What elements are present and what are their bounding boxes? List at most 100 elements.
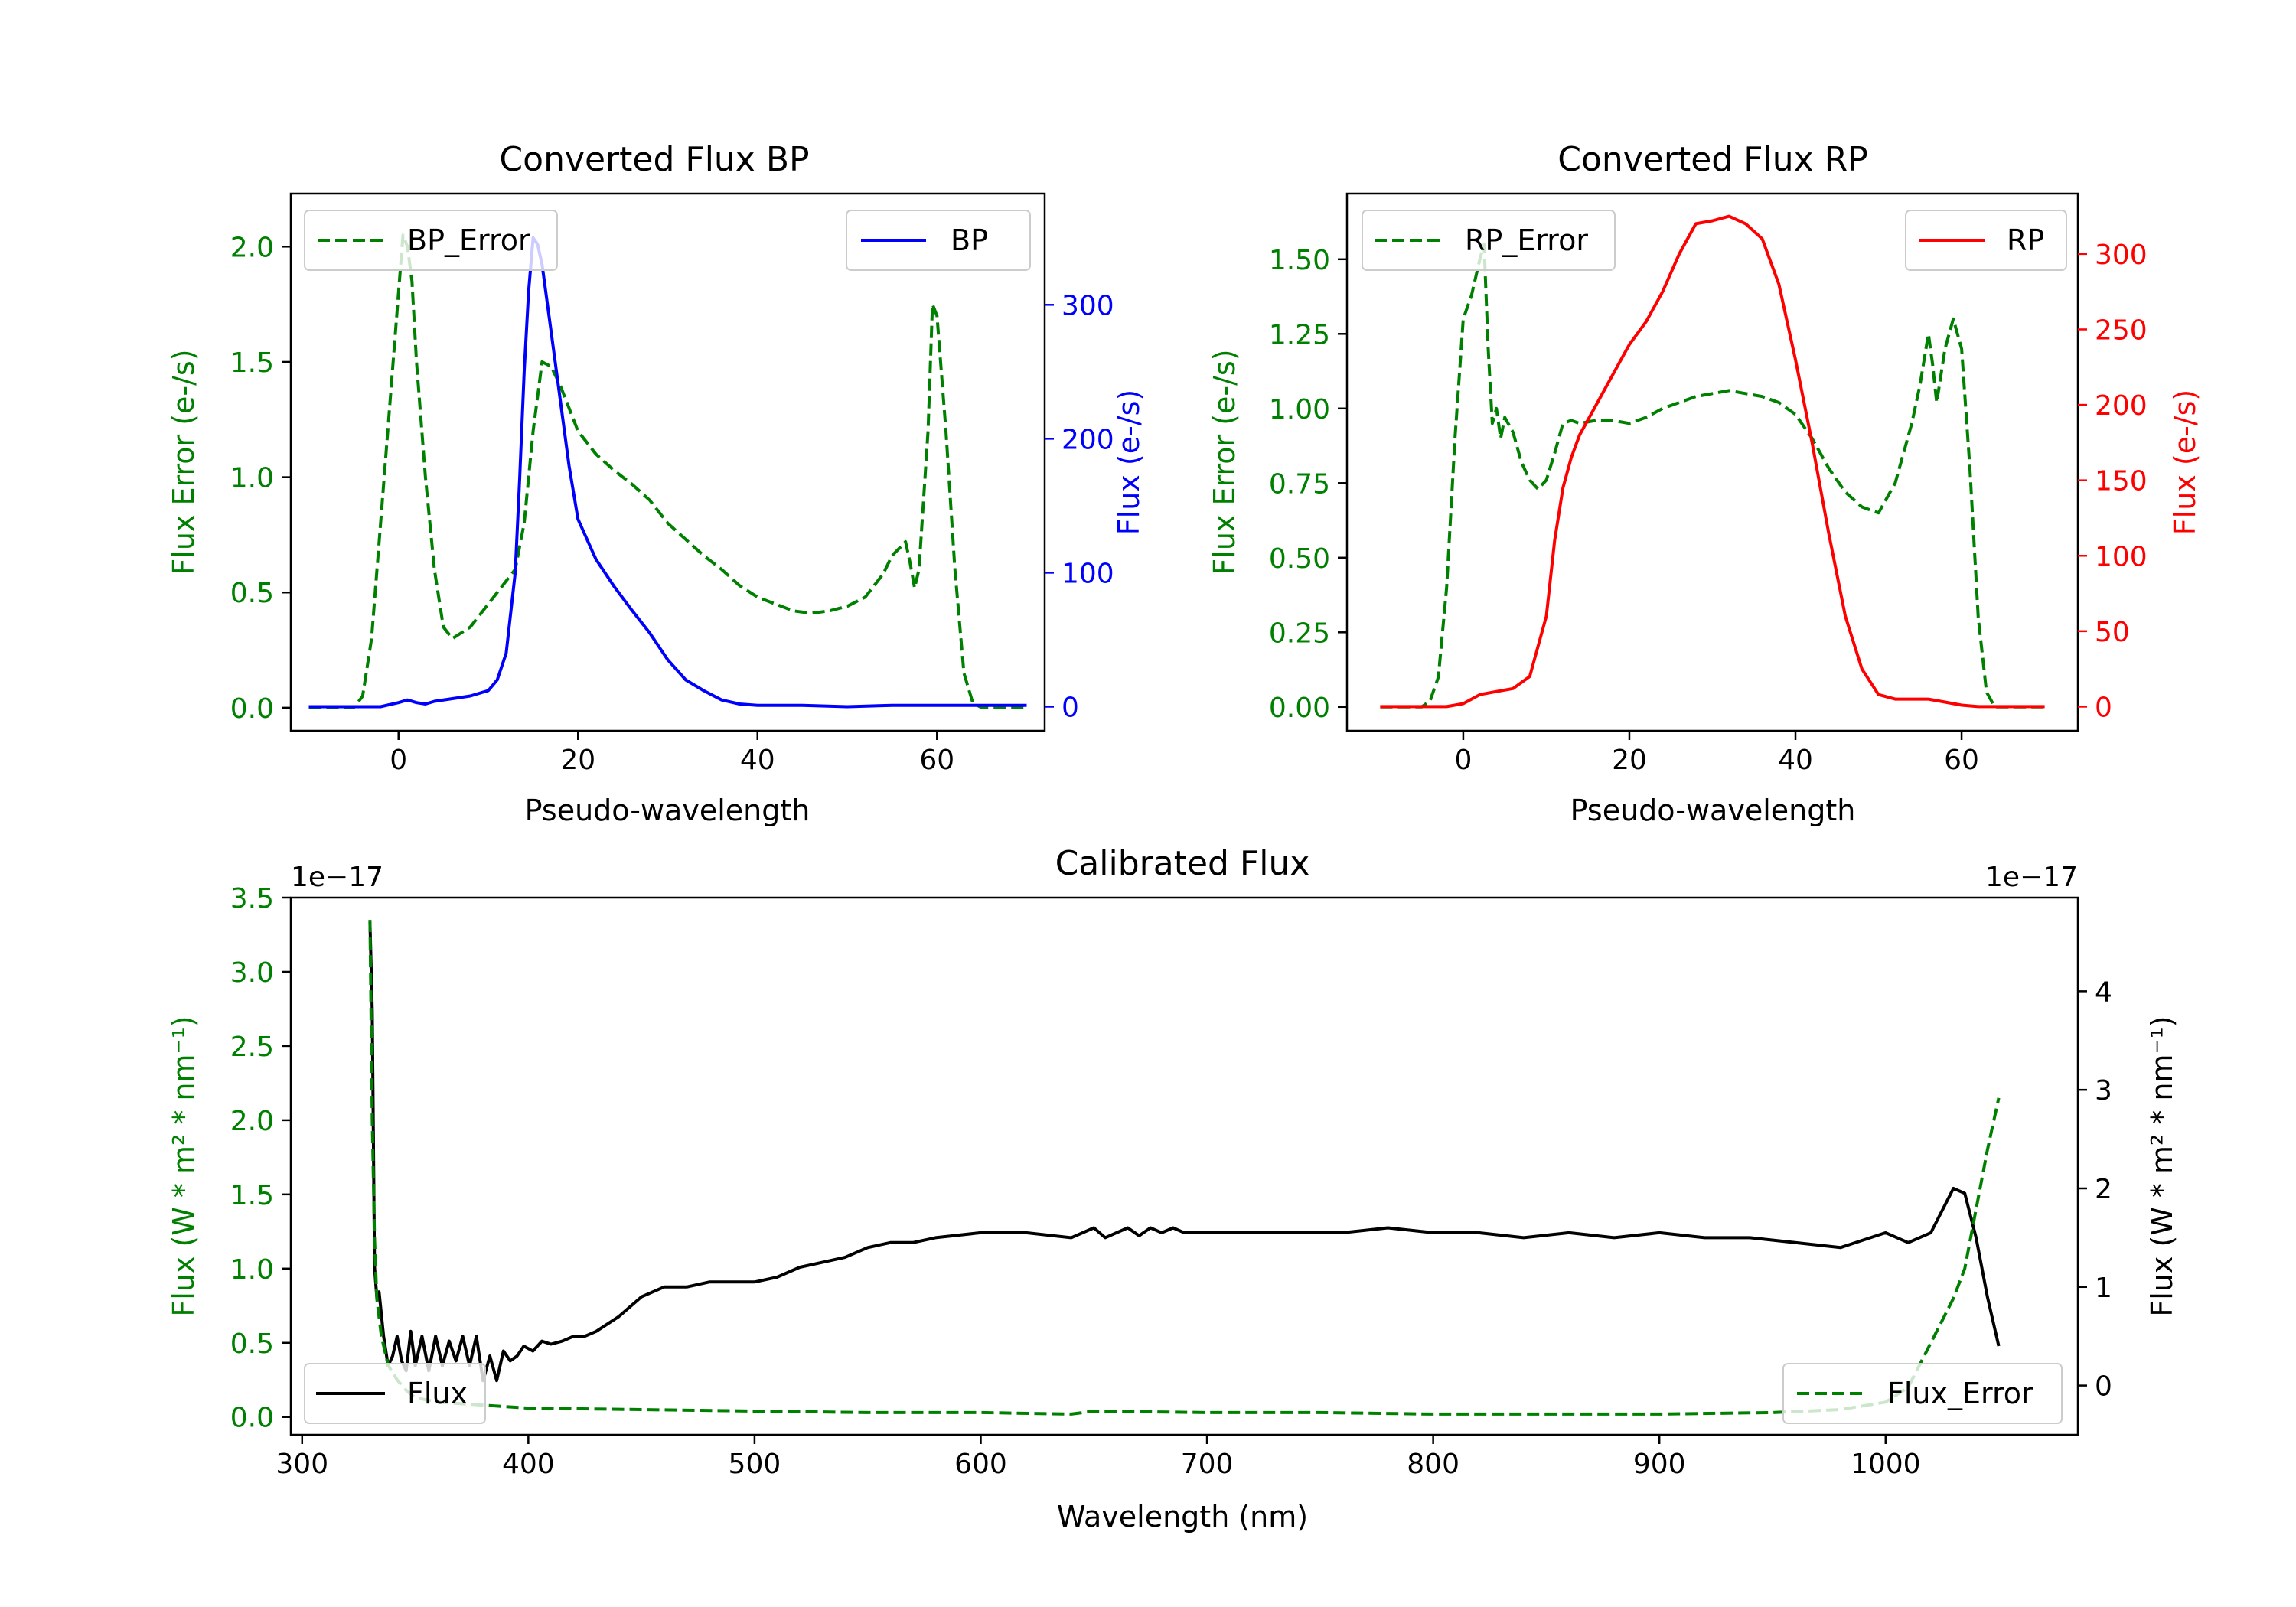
bp-x-tick-label: 60 xyxy=(919,745,954,776)
calibrated-right-ticks: 0 1 2 3 4 xyxy=(2078,976,2112,1403)
rp-left-axis-label: Flux Error (e-/s) xyxy=(1208,349,1241,575)
bp-right-ticks: 0 100 200 300 xyxy=(1045,290,1114,723)
bp-left-tick-label: 1.0 xyxy=(230,463,274,494)
calibrated-left-tick-label: 0.5 xyxy=(230,1328,274,1360)
calibrated-left-tick-label: 2.5 xyxy=(230,1032,274,1063)
rp-chart: Converted Flux RP 0 20 40 60 0.000.250.500.… xyxy=(1208,140,2202,827)
calibrated-right-offset: 1e−17 xyxy=(1985,862,2078,893)
calibrated-x-tick-label: 600 xyxy=(954,1449,1007,1480)
bp-x-tick-label: 20 xyxy=(560,745,595,776)
calibrated-x-axis-label: Wavelength (nm) xyxy=(1057,1500,1308,1534)
calibrated-legend-flux-box xyxy=(304,1363,486,1424)
calibrated-left-tick-label: 3.5 xyxy=(230,883,274,914)
bp-legend-flux: BP xyxy=(846,210,1031,271)
calibrated-chart: Calibrated Flux 300 400 500 600 700 800 900 100… xyxy=(167,844,2179,1534)
rp-left-tick-label: 1.50 xyxy=(1269,245,1330,276)
calibrated-legend-error-box xyxy=(1782,1363,2063,1424)
calibrated-x-tick-label: 300 xyxy=(276,1449,328,1480)
bp-left-tick-label: 0.5 xyxy=(230,578,274,609)
rp-right-tick-label: 0 xyxy=(2095,692,2112,723)
calibrated-right-tick-label: 2 xyxy=(2095,1174,2112,1205)
rp-legend-flux: RP xyxy=(1905,210,2067,271)
bp-series-bp xyxy=(308,236,1027,709)
bp-right-axis-label: Flux (e-/s) xyxy=(1112,390,1146,535)
rp-legend-flux-box xyxy=(1905,210,2067,271)
bp-left-tick-label: 2.0 xyxy=(230,232,274,263)
bp-left-tick-label: 1.5 xyxy=(230,347,274,379)
rp-x-tick-label: 20 xyxy=(1612,745,1647,776)
bp-chart: Converted Flux BP 0 20 40 60 0.0 0.5 1.0 1.5 2.… xyxy=(167,140,1146,827)
rp-left-tick-label: 0.25 xyxy=(1269,618,1330,649)
calibrated-x-ticks: 300 400 500 600 700 800 900 1000 xyxy=(276,1435,1921,1480)
calibrated-chart-title: Calibrated Flux xyxy=(1055,844,1310,883)
rp-right-tick-label: 150 xyxy=(2095,466,2148,497)
rp-legend-error: RP_Error xyxy=(1362,210,1616,271)
calibrated-x-tick-label: 900 xyxy=(1633,1449,1686,1480)
rp-left-tick-label: 1.25 xyxy=(1269,319,1330,350)
calibrated-left-tick-label: 1.0 xyxy=(230,1254,274,1286)
rp-series-rp-error xyxy=(1380,243,2045,709)
calibrated-left-offset: 1e−17 xyxy=(291,862,383,893)
rp-x-tick-label: 40 xyxy=(1778,745,1813,776)
rp-left-tick-label: 0.50 xyxy=(1269,543,1330,575)
calibrated-x-tick-label: 500 xyxy=(729,1449,781,1480)
bp-legend-error-label: BP_Error xyxy=(407,223,530,257)
calibrated-left-tick-label: 2.0 xyxy=(230,1106,274,1137)
rp-right-axis-label: Flux (e-/s) xyxy=(2168,390,2202,535)
bp-right-tick-label: 0 xyxy=(1062,692,1079,723)
rp-series-rp xyxy=(1380,214,2045,709)
bp-legend-flux-box xyxy=(846,210,1031,271)
bp-left-tick-label: 0.0 xyxy=(230,693,274,725)
bp-right-tick-label: 300 xyxy=(1062,290,1114,321)
bp-x-tick-label: 0 xyxy=(390,745,407,776)
calibrated-legend-flux: Flux xyxy=(304,1363,486,1424)
rp-left-tick-label: 0.00 xyxy=(1269,693,1330,724)
rp-right-ticks: 0 50 100 150 200 250 300 xyxy=(2078,240,2148,723)
bp-chart-title: Converted Flux BP xyxy=(499,140,809,179)
rp-right-tick-label: 100 xyxy=(2095,541,2148,572)
rp-x-tick-label: 0 xyxy=(1454,745,1472,776)
rp-legend-flux-label: RP xyxy=(2007,223,2044,257)
rp-chart-lines xyxy=(1380,214,2045,709)
calibrated-right-tick-label: 4 xyxy=(2095,976,2112,1008)
rp-left-ticks: 0.00 0.25 0.50 0.75 1.00 1.25 1.50 xyxy=(1269,245,1347,724)
calibrated-left-tick-label: 3.0 xyxy=(230,957,274,989)
bp-legend-flux-label: BP xyxy=(951,223,988,257)
rp-right-tick-label: 50 xyxy=(2095,617,2130,648)
bp-series-bp-error xyxy=(308,233,1027,709)
calibrated-right-tick-label: 0 xyxy=(2095,1371,2112,1403)
calibrated-left-tick-label: 1.5 xyxy=(230,1180,274,1211)
bp-left-ticks: 0.0 0.5 1.0 1.5 2.0 xyxy=(230,232,291,725)
calibrated-x-tick-label: 1000 xyxy=(1851,1449,1921,1480)
rp-right-tick-label: 200 xyxy=(2095,390,2148,422)
rp-left-tick-label: 1.00 xyxy=(1269,394,1330,425)
calibrated-right-axis-label: Flux (W * m² * nm⁻¹) xyxy=(2145,1015,2179,1316)
calibrated-legend-flux-label: Flux xyxy=(407,1377,468,1410)
bp-legend-error-box xyxy=(304,210,558,271)
calibrated-right-tick-label: 1 xyxy=(2095,1273,2112,1304)
calibrated-right-tick-label: 3 xyxy=(2095,1075,2112,1107)
calibrated-left-tick-label: 0.0 xyxy=(230,1403,274,1434)
bp-x-axis-label: Pseudo-wavelength xyxy=(525,794,810,827)
bp-legend-error: BP_Error xyxy=(304,210,558,271)
rp-x-ticks: 0 20 40 60 xyxy=(1454,731,1979,776)
calibrated-left-ticks: 0.0 0.5 1.0 1.5 2.0 2.5 3.0 3.5 xyxy=(230,883,291,1434)
rp-chart-frame xyxy=(1345,192,2079,732)
bp-right-tick-label: 100 xyxy=(1062,558,1114,589)
calibrated-left-axis-label: Flux (W * m² * nm⁻¹) xyxy=(167,1015,201,1316)
bp-right-tick-label: 200 xyxy=(1062,424,1114,455)
bp-chart-lines xyxy=(308,233,1027,709)
bp-x-tick-label: 40 xyxy=(740,745,775,776)
rp-x-tick-label: 60 xyxy=(1944,745,1979,776)
rp-right-tick-label: 300 xyxy=(2095,240,2148,271)
calibrated-legend-error: Flux_Error xyxy=(1782,1363,2063,1424)
bp-x-ticks: 0 20 40 60 xyxy=(390,731,954,776)
rp-legend-error-box xyxy=(1362,210,1616,271)
calibrated-x-tick-label: 700 xyxy=(1181,1449,1234,1480)
calibrated-x-tick-label: 800 xyxy=(1407,1449,1459,1480)
bp-chart-frame xyxy=(289,192,1046,732)
calibrated-legend-error-label: Flux_Error xyxy=(1887,1377,2033,1410)
rp-legend-error-label: RP_Error xyxy=(1465,223,1588,257)
rp-x-axis-label: Pseudo-wavelength xyxy=(1570,794,1856,827)
